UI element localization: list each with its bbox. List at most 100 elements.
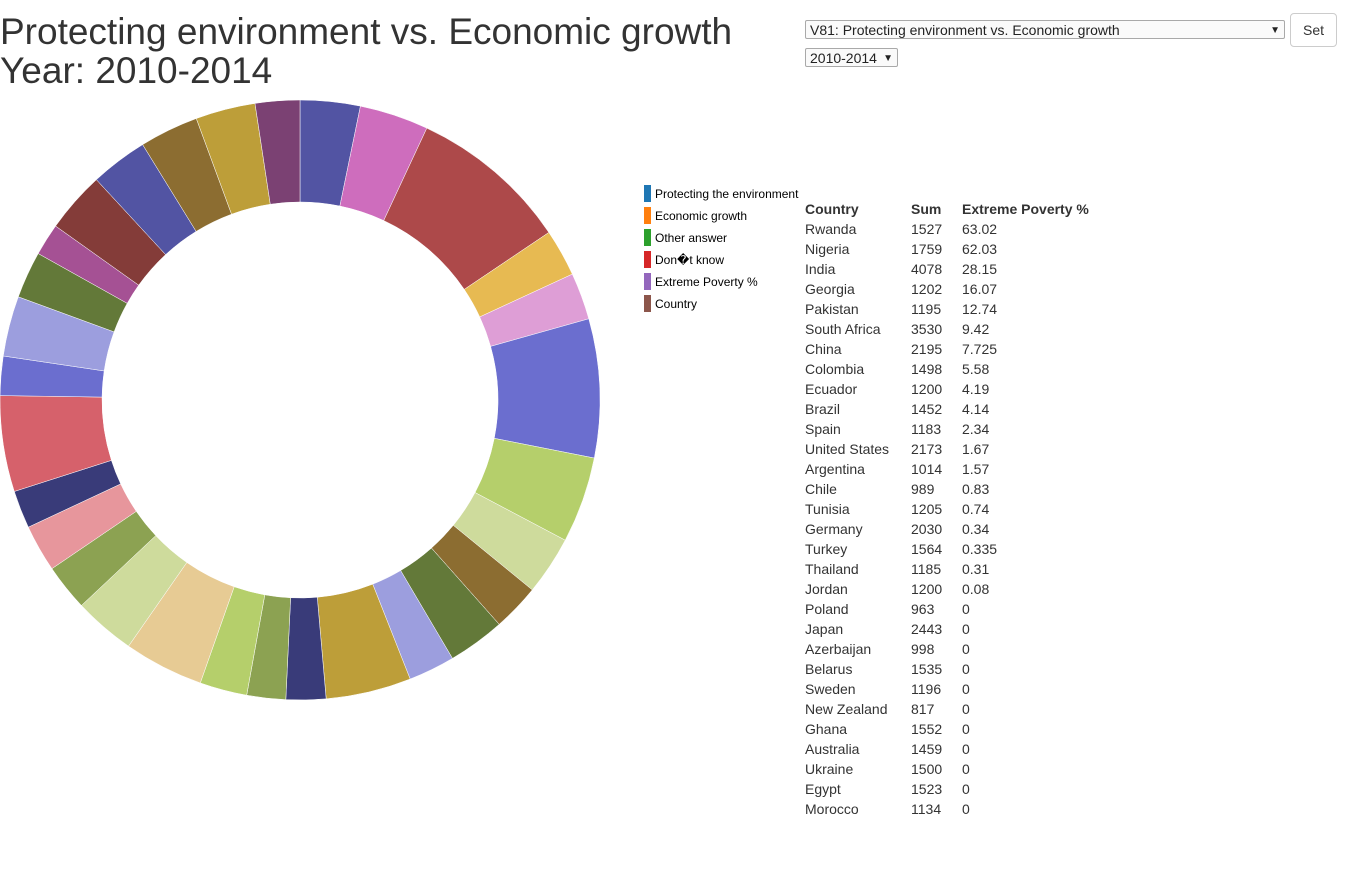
data-table: Country Sum Extreme Poverty % Rwanda 1527…	[805, 199, 1089, 819]
cell-extreme-poverty: 0	[962, 721, 970, 737]
legend-swatch	[644, 251, 651, 268]
table-row: Morocco 1134 0	[805, 799, 1089, 819]
cell-extreme-poverty: 0	[962, 621, 970, 637]
cell-country: India	[805, 261, 836, 277]
table-row: Georgia 1202 16.07	[805, 279, 1089, 299]
table-row: Japan 2443 0	[805, 619, 1089, 639]
cell-country: Ghana	[805, 721, 848, 737]
cell-country: Ukraine	[805, 761, 854, 777]
question-select-value: V81: Protecting environment vs. Economic…	[810, 22, 1120, 38]
cell-country: Sweden	[805, 681, 856, 697]
cell-sum: 1196	[911, 681, 942, 697]
cell-extreme-poverty: 0	[962, 641, 970, 657]
cell-extreme-poverty: 0	[962, 681, 970, 697]
column-header-country: Country	[805, 201, 859, 217]
cell-country: Egypt	[805, 781, 841, 797]
cell-extreme-poverty: 0	[962, 601, 970, 617]
cell-extreme-poverty: 63.02	[962, 221, 998, 237]
table-row: Brazil 1452 4.14	[805, 399, 1089, 419]
cell-sum: 1185	[911, 561, 942, 577]
table-row: Colombia 1498 5.58	[805, 359, 1089, 379]
table-row: India 4078 28.15	[805, 259, 1089, 279]
cell-country: South Africa	[805, 321, 881, 337]
table-row: New Zealand 817 0	[805, 699, 1089, 719]
table-row: Ghana 1552 0	[805, 719, 1089, 739]
cell-country: Belarus	[805, 661, 853, 677]
table-row: Germany 2030 0.34	[805, 519, 1089, 539]
cell-country: New Zealand	[805, 701, 888, 717]
donut-chart	[0, 100, 600, 700]
cell-country: China	[805, 341, 842, 357]
set-button[interactable]: Set	[1290, 13, 1337, 47]
year-select[interactable]: 2010-2014 ▼	[805, 48, 898, 67]
cell-country: Jordan	[805, 581, 848, 597]
cell-extreme-poverty: 0.335	[962, 541, 998, 557]
cell-extreme-poverty: 0.34	[962, 521, 990, 537]
cell-extreme-poverty: 12.74	[962, 301, 998, 317]
table-row: Australia 1459 0	[805, 739, 1089, 759]
column-header-sum: Sum	[911, 201, 942, 217]
cell-country: Brazil	[805, 401, 841, 417]
cell-country: Ecuador	[805, 381, 858, 397]
cell-country: Chile	[805, 481, 837, 497]
cell-extreme-poverty: 0.83	[962, 481, 990, 497]
cell-country: Japan	[805, 621, 844, 637]
title-line-2: Year: 2010-2014	[0, 50, 273, 91]
table-row: Egypt 1523 0	[805, 779, 1089, 799]
cell-sum: 1535	[911, 661, 943, 677]
cell-extreme-poverty: 7.725	[962, 341, 998, 357]
legend-swatch	[644, 185, 651, 202]
cell-sum: 963	[911, 601, 935, 617]
legend-label: Don�t know	[655, 253, 724, 267]
cell-sum: 1014	[911, 461, 943, 477]
cell-extreme-poverty: 62.03	[962, 241, 998, 257]
cell-country: Colombia	[805, 361, 865, 377]
cell-country: Georgia	[805, 281, 855, 297]
cell-extreme-poverty: 4.19	[962, 381, 990, 397]
table-row: Rwanda 1527 63.02	[805, 219, 1089, 239]
cell-country: Thailand	[805, 561, 859, 577]
cell-sum: 1195	[911, 301, 942, 317]
cell-country: Pakistan	[805, 301, 859, 317]
cell-sum: 1527	[911, 221, 943, 237]
table-row: United States 2173 1.67	[805, 439, 1089, 459]
cell-extreme-poverty: 16.07	[962, 281, 998, 297]
cell-sum: 2173	[911, 441, 943, 457]
cell-sum: 2443	[911, 621, 943, 637]
cell-sum: 1452	[911, 401, 943, 417]
cell-sum: 1205	[911, 501, 943, 517]
table-row: Turkey 1564 0.335	[805, 539, 1089, 559]
table-row: Sweden 1196 0	[805, 679, 1089, 699]
table-row: Jordan 1200 0.08	[805, 579, 1089, 599]
cell-country: Nigeria	[805, 241, 850, 257]
cell-extreme-poverty: 9.42	[962, 321, 990, 337]
table-row: Chile 989 0.83	[805, 479, 1089, 499]
cell-sum: 817	[911, 701, 935, 717]
cell-sum: 1200	[911, 381, 943, 397]
cell-sum: 1552	[911, 721, 943, 737]
legend-swatch	[644, 207, 651, 224]
cell-country: Rwanda	[805, 221, 857, 237]
cell-extreme-poverty: 1.67	[962, 441, 990, 457]
legend-label: Extreme Poverty %	[655, 275, 758, 289]
cell-sum: 2195	[911, 341, 943, 357]
legend-swatch	[644, 273, 651, 290]
donut-slice[interactable]	[254, 100, 301, 205]
cell-sum: 1183	[911, 421, 942, 437]
table-row: Spain 1183 2.34	[805, 419, 1089, 439]
cell-extreme-poverty: 0	[962, 801, 970, 817]
cell-extreme-poverty: 0	[962, 661, 970, 677]
cell-country: Spain	[805, 421, 841, 437]
chevron-down-icon: ▼	[883, 53, 893, 64]
cell-country: Tunisia	[805, 501, 850, 517]
cell-country: Morocco	[805, 801, 859, 817]
table-row: Pakistan 1195 12.74	[805, 299, 1089, 319]
cell-extreme-poverty: 0.31	[962, 561, 990, 577]
cell-country: Australia	[805, 741, 860, 757]
cell-sum: 1202	[911, 281, 943, 297]
cell-country: Poland	[805, 601, 849, 617]
title-line-1: Protecting environment vs. Economic grow…	[0, 11, 733, 52]
question-select[interactable]: V81: Protecting environment vs. Economic…	[805, 20, 1285, 39]
chevron-down-icon: ▼	[1270, 25, 1280, 36]
cell-extreme-poverty: 0.08	[962, 581, 990, 597]
